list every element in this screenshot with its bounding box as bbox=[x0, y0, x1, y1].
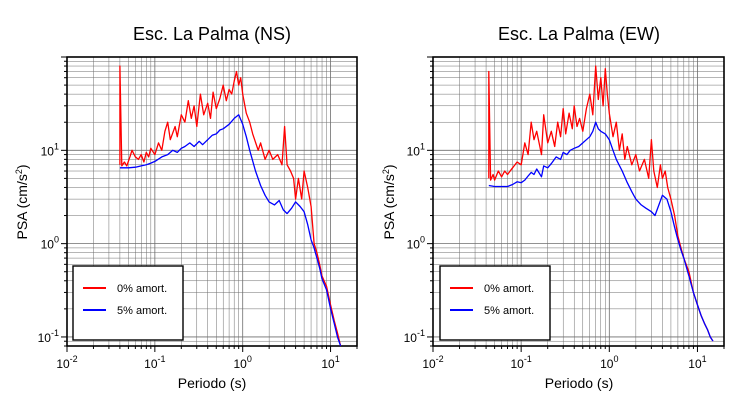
chart-panel-ew: Esc. La Palma (EW) Periodo (s) PSA (cm/s… bbox=[381, 24, 725, 391]
y-tick-label: 10-1 bbox=[38, 328, 59, 345]
series-line bbox=[119, 114, 342, 347]
plot-frame bbox=[66, 56, 358, 347]
x-tick-label: 10-2 bbox=[56, 354, 77, 371]
y-axis-label: PSA (cm/s2) bbox=[381, 164, 397, 239]
legend-box bbox=[72, 265, 184, 341]
legend: 0% amort. 5% amort. bbox=[439, 265, 551, 341]
legend-label: 5% amort. bbox=[117, 305, 167, 317]
x-tick-label: 100 bbox=[234, 354, 252, 371]
legend: 0% amort. 5% amort. bbox=[72, 265, 184, 341]
chart-panel-ns: Esc. La Palma (NS) Periodo (s) PSA (cm/s… bbox=[14, 24, 358, 391]
plot-frame bbox=[432, 56, 725, 347]
y-tick-label: 10-1 bbox=[404, 328, 425, 345]
chart-title: Esc. La Palma (EW) bbox=[498, 24, 660, 44]
legend-box bbox=[439, 265, 551, 341]
legend-label: 0% amort. bbox=[117, 283, 167, 295]
x-tick-label: 10-1 bbox=[144, 354, 165, 371]
series-line bbox=[488, 65, 714, 342]
x-tick-label: 10-1 bbox=[510, 354, 531, 371]
y-tick-label: 100 bbox=[41, 235, 59, 252]
y-tick-label: 101 bbox=[41, 141, 59, 158]
x-axis-label: Periodo (s) bbox=[545, 375, 613, 391]
series-line bbox=[488, 121, 714, 342]
legend-label: 0% amort. bbox=[484, 283, 534, 295]
chart-title: Esc. La Palma (NS) bbox=[133, 24, 291, 44]
x-tick-label: 101 bbox=[321, 354, 339, 371]
y-axis-label: PSA (cm/s2) bbox=[14, 164, 30, 239]
x-tick-label: 100 bbox=[600, 354, 618, 371]
legend-label: 5% amort. bbox=[484, 305, 534, 317]
series-line bbox=[119, 65, 342, 347]
x-tick-label: 10-2 bbox=[422, 354, 443, 371]
y-tick-label: 100 bbox=[407, 235, 425, 252]
x-tick-label: 101 bbox=[688, 354, 706, 371]
y-tick-label: 101 bbox=[407, 141, 425, 158]
grid bbox=[61, 56, 358, 352]
x-axis-label: Periodo (s) bbox=[178, 375, 246, 391]
